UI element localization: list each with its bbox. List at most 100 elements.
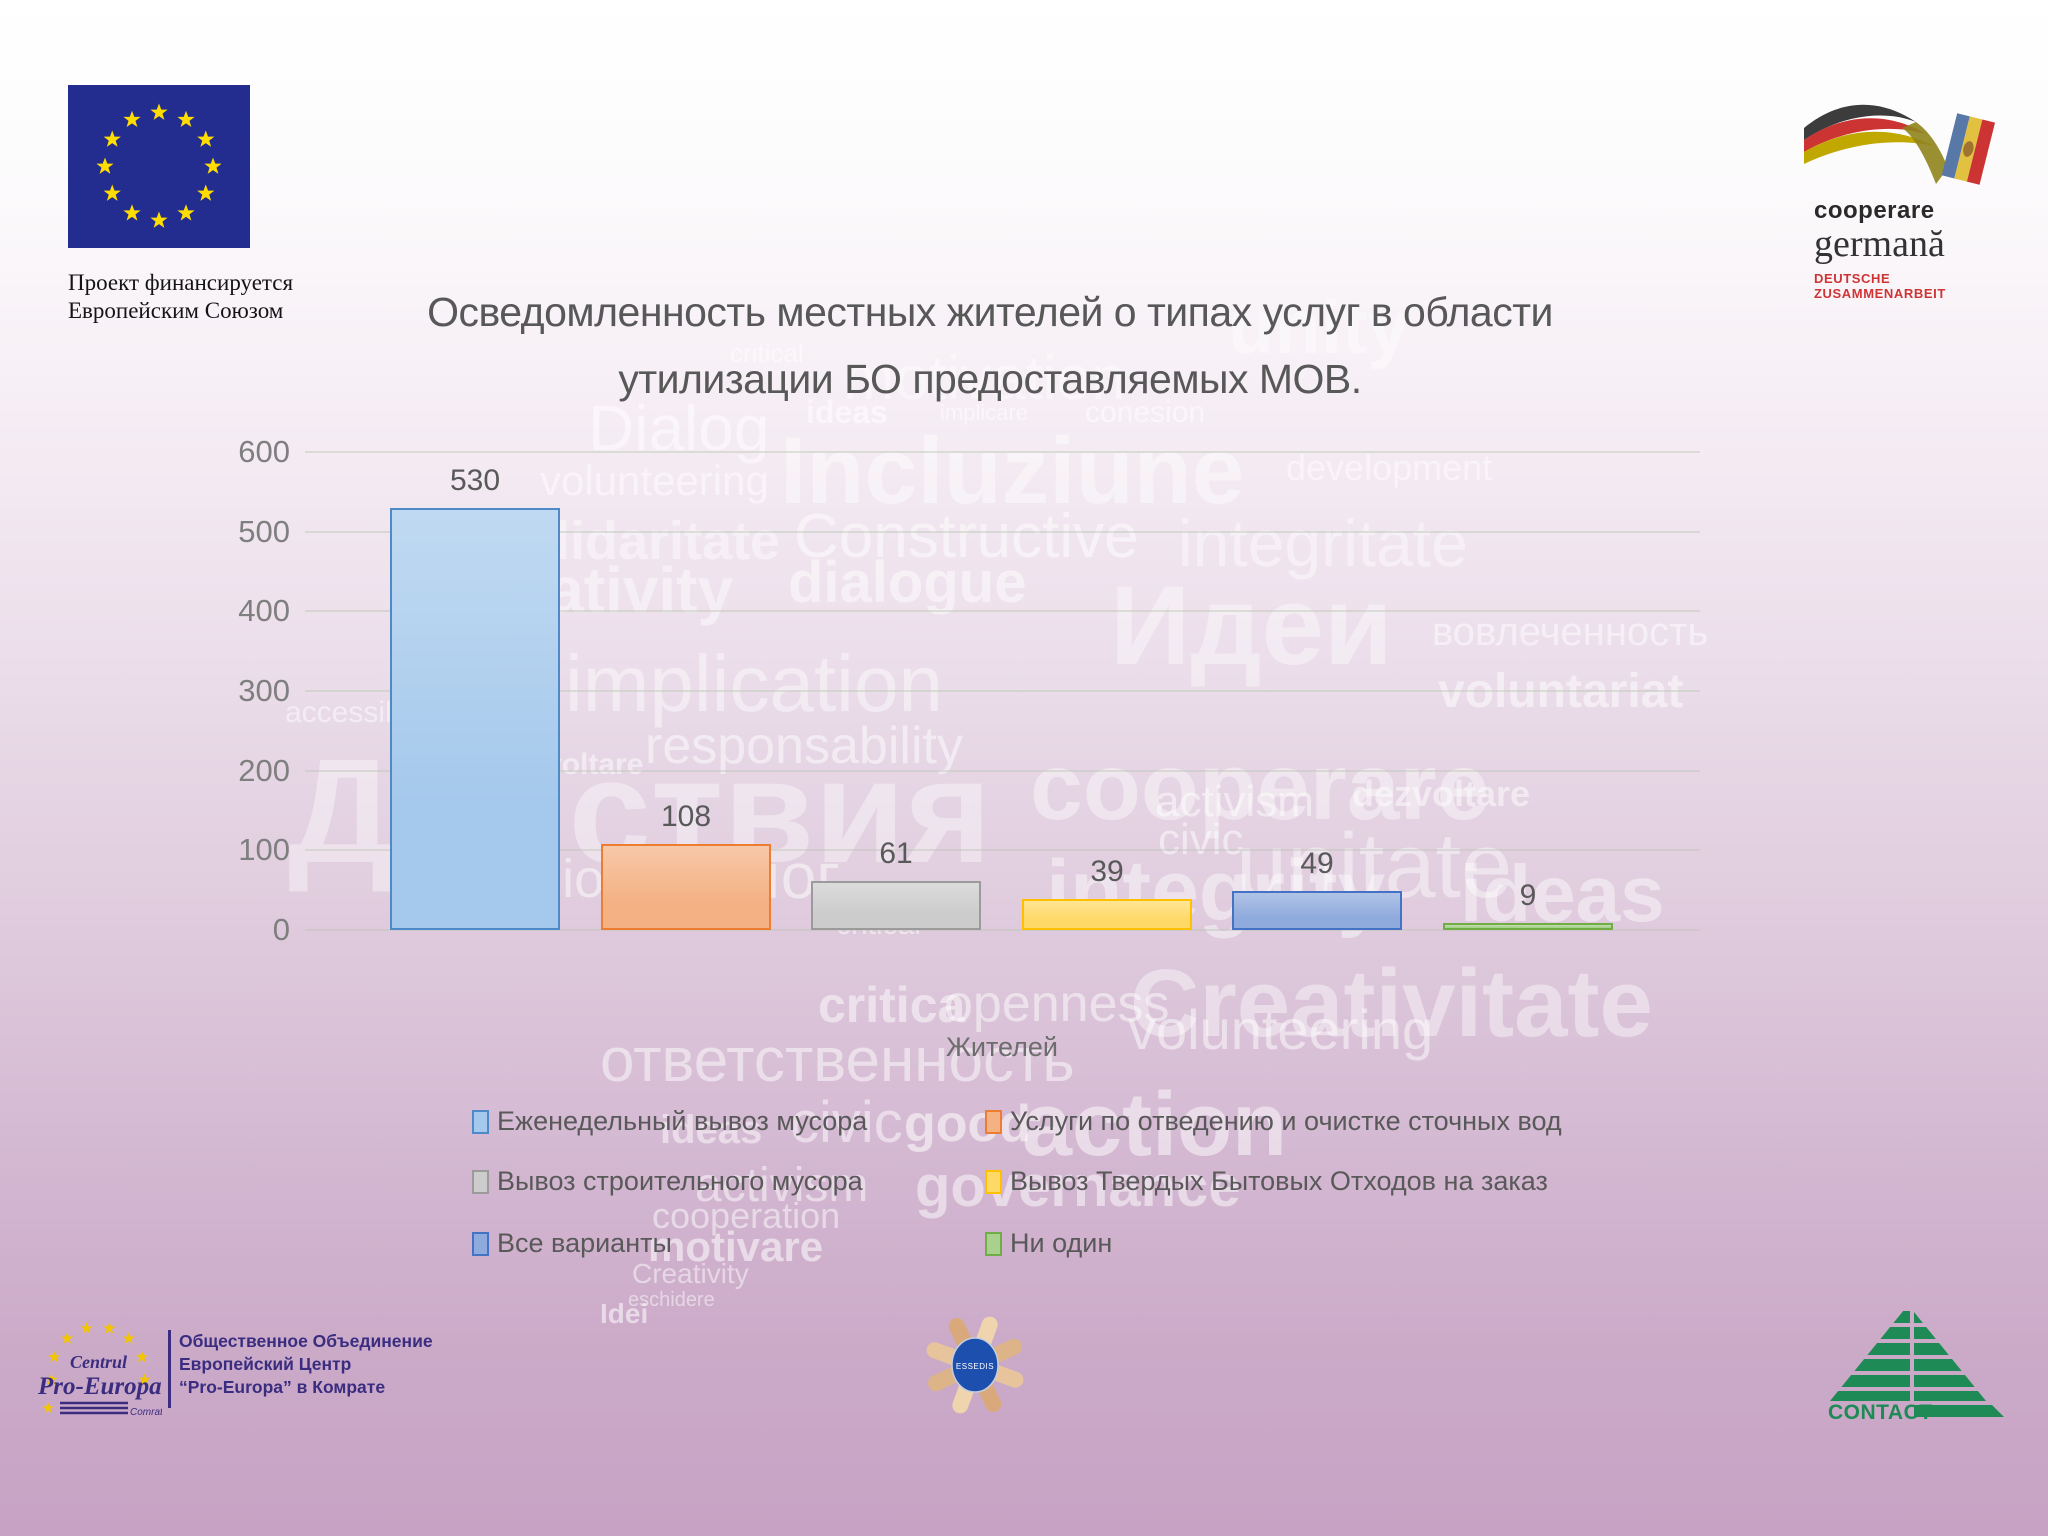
watermark-word: ideas <box>660 1108 763 1152</box>
eu-star <box>123 204 141 221</box>
pro-europa-star <box>138 1373 151 1385</box>
legend-label-3: Вывоз строительного мусора <box>497 1166 863 1196</box>
watermark-word: вовлеченность <box>1432 610 1709 654</box>
eu-star <box>204 157 222 174</box>
watermark-word: volunteering <box>540 457 769 504</box>
eu-flag-logo <box>68 85 250 248</box>
watermark-word: critical <box>730 338 804 368</box>
legend-item-3: Вывоз строительного мусора <box>472 1166 863 1197</box>
eu-star <box>103 184 121 201</box>
legend-label-1: Еженедельный вывоз мусора <box>497 1106 868 1136</box>
watermark-word: motivation <box>843 344 1126 413</box>
pro-europa-star <box>45 1373 58 1385</box>
german-moldova-ribbon-icon <box>1804 104 1996 185</box>
gridline-600 <box>305 451 1700 453</box>
essedis-label: ESSEDIS <box>956 1362 994 1371</box>
watermark-word: development <box>1286 447 1493 488</box>
legend-label-5: Все варианты <box>497 1228 672 1258</box>
eu-funding-caption-line1: Проект финансируется <box>68 270 294 295</box>
bar-value-label-1: 530 <box>449 464 501 497</box>
pro-europa-star <box>135 1350 148 1363</box>
watermark-word: implication <box>565 639 943 728</box>
watermark-word: activism <box>1155 777 1314 826</box>
watermark-word: voluntariat <box>1438 665 1684 718</box>
pro-europa-caption-line1: Общественное Объединение <box>179 1331 433 1351</box>
bar-value-label-4: 39 <box>1090 855 1124 888</box>
bar-value-label-6: 9 <box>1519 879 1537 912</box>
watermark-word: integritate <box>1178 506 1468 580</box>
eu-star <box>177 204 195 221</box>
legend-item-2: Услуги по отведению и очистке сточных во… <box>985 1106 1562 1137</box>
legend-swatch-6 <box>985 1231 1002 1256</box>
legend-swatch-2 <box>985 1109 1002 1134</box>
eu-funding-block: Проект финансируется Европейским Союзом <box>68 85 293 325</box>
watermark-word: Creativity <box>632 1258 749 1289</box>
pro-europa-star <box>42 1402 54 1413</box>
watermark-word: volunteering <box>1128 998 1434 1061</box>
bar-3 <box>811 881 981 930</box>
watermark-word: ответственность <box>600 1026 1075 1095</box>
eu-star <box>150 103 168 120</box>
bar-5 <box>1232 891 1402 930</box>
bar-value-label-2: 108 <box>660 800 712 833</box>
eu-funding-caption-line2: Европейским Союзом <box>68 298 284 324</box>
watermark-word: Идеи <box>1110 563 1393 688</box>
pro-europa-name-label: Pro-Europa <box>37 1373 162 1400</box>
essedis-hands-badge: ESSEDIS <box>912 1306 1038 1429</box>
legend-item-5: Все варианты <box>472 1228 672 1259</box>
watermark-word: motivare <box>648 1223 824 1270</box>
watermark-word: good <box>904 1095 1032 1153</box>
chart-title: Осведомленность местных жителей о типах … <box>280 292 1700 400</box>
contact-label: CONTACT <box>1828 1401 1933 1424</box>
eu-star <box>103 130 121 147</box>
y-tick-label-0: 0 <box>272 912 290 947</box>
eu-star <box>96 157 114 174</box>
y-tick-label-600: 600 <box>238 434 290 469</box>
eu-star <box>197 130 215 147</box>
pro-europa-comrat-label: Comrat <box>130 1407 162 1418</box>
german-wordmark-subtitle: DEUTSCHE ZUSAMMENARBEIT <box>1814 271 1946 301</box>
german-cooperation-wordmark: cooperare germană DEUTSCHE ZUSAMMENARBEI… <box>1814 199 2008 302</box>
bar-value-label-5: 49 <box>1300 847 1334 880</box>
watermark-word: Incluziune <box>780 418 1245 524</box>
watermark-word: responsability <box>645 717 963 775</box>
pro-europa-caption-line2: Европейский Центр <box>179 1354 352 1375</box>
chart-title-line2: утилизации БО предоставляемых МОВ. <box>618 356 1362 402</box>
legend-label-6: Ни один <box>1010 1228 1113 1258</box>
y-tick-label-500: 500 <box>238 513 290 549</box>
watermark-word: Dialog <box>588 392 770 464</box>
legend-item-6: Ни один <box>985 1228 1112 1259</box>
watermark-word: Constructive <box>794 502 1139 571</box>
eu-star <box>123 110 141 128</box>
pro-europa-star <box>48 1350 61 1363</box>
chart-title-line1: Осведомленность местных жителей о типах … <box>427 289 1553 335</box>
watermark-word: civic <box>790 1090 903 1155</box>
german-wordmark-line2: germană <box>1814 223 1945 265</box>
eu-funding-caption: Проект финансируется Европейским Союзом <box>68 269 293 325</box>
watermark-word: governance <box>915 1154 1241 1219</box>
watermark-word: cooperare <box>1030 734 1490 840</box>
gridline-200 <box>305 769 1700 772</box>
watermark-word: ideas <box>1460 849 1665 938</box>
x-axis-label: Жителей <box>945 1032 1059 1062</box>
hands-ring-icon: ESSEDIS <box>926 1316 1024 1414</box>
pro-europa-logo: Centrul Pro-Europa Comrat <box>37 1322 162 1418</box>
legend-label-4: Вывоз Твердых Бытовых Отходов на заказ <box>1010 1166 1548 1196</box>
pro-europa-block: Centrul Pro-Europa Comrat Общественное О… <box>36 1316 433 1420</box>
gridline-400 <box>305 610 1700 613</box>
eu-star <box>177 110 195 128</box>
pro-europa-star <box>103 1322 116 1334</box>
watermark-word: critica <box>818 977 966 1033</box>
legend-swatch-4 <box>985 1169 1002 1194</box>
pro-europa-star <box>122 1332 135 1344</box>
y-tick-label-300: 300 <box>238 673 290 708</box>
watermark-word: dezvoltare <box>1352 773 1531 814</box>
legend-item-4: Вывоз Твердых Бытовых Отходов на заказ <box>985 1166 1548 1197</box>
pro-europa-divider <box>168 1330 171 1408</box>
pro-europa-caption: Общественное Объединение Европейский Цен… <box>179 1330 433 1399</box>
german-cooperation-block: cooperare germană DEUTSCHE ZUSAMMENARBEI… <box>1798 88 2008 301</box>
watermark-word: openness <box>944 975 1170 1033</box>
pro-europa-caption-line3: “Pro-Europa” в Комрате <box>179 1377 386 1398</box>
